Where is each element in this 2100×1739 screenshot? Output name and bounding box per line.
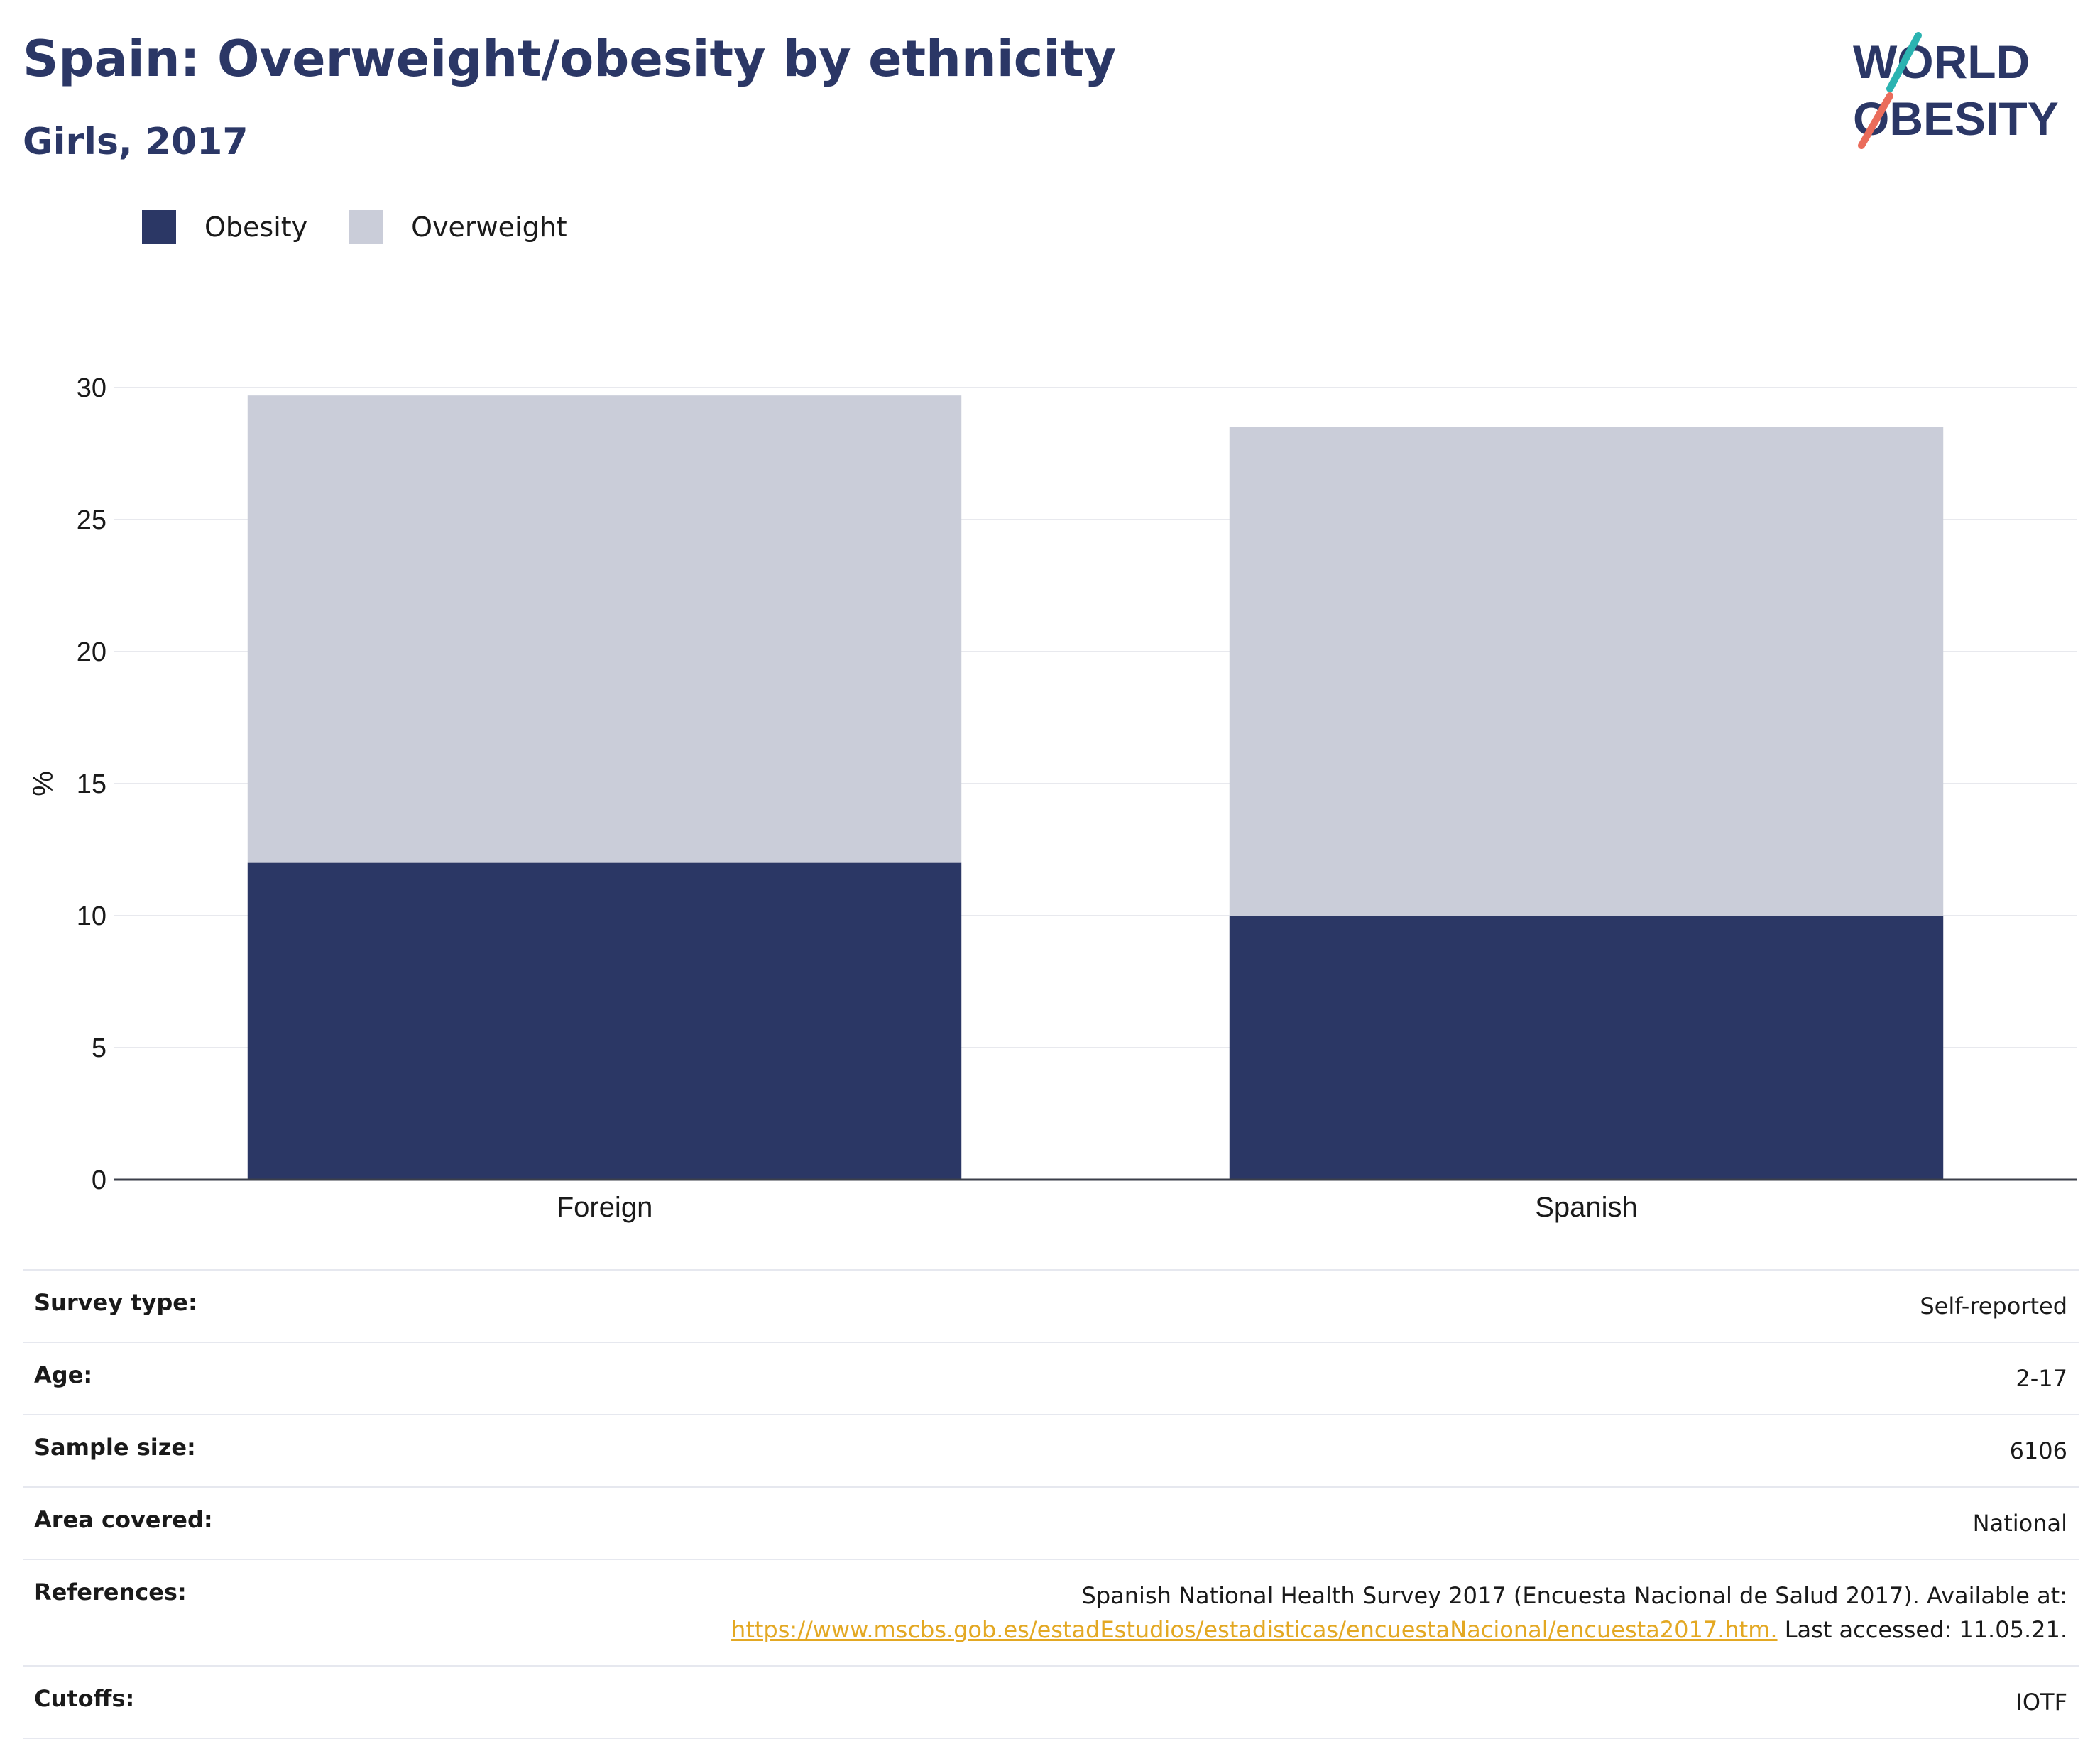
x-tick-label: Spanish [1535, 1192, 1638, 1223]
world-obesity-logo: WORLD OBESITY [1853, 32, 2059, 149]
info-label: Cutoffs: [34, 1685, 135, 1712]
chart-legend: Obesity Overweight [142, 210, 608, 244]
info-row-sample-size: Sample size: 6106 [23, 1415, 2079, 1488]
info-row-cutoffs: Cutoffs: IOTF [23, 1667, 2079, 1739]
legend-label-obesity: Obesity [204, 212, 308, 243]
info-label: Area covered: [34, 1506, 213, 1533]
y-tick-label: 5 [92, 1033, 106, 1063]
info-row-references: References: Spanish National Health Surv… [23, 1560, 2079, 1667]
reference-link[interactable]: https://www.mscbs.gob.es/estadEstudios/e… [731, 1616, 1778, 1643]
logo-line1: WORLD [1853, 35, 2030, 88]
reference-accessed: Last accessed: 11.05.21. [1777, 1616, 2067, 1643]
bar-chart: 0 5 10 15 20 25 30% Foreign Spanish [28, 373, 2077, 1223]
reference-text: Spanish National Health Survey 2017 (Enc… [1081, 1582, 2067, 1609]
info-label: Sample size: [34, 1434, 196, 1461]
y-tick-label: 10 [77, 901, 106, 931]
legend-label-overweight: Overweight [411, 212, 567, 243]
logo-slash-coral [1858, 92, 1893, 149]
info-row-area-covered: Area covered: National [23, 1488, 2079, 1560]
info-row-survey-type: Survey type: Self-reported [23, 1271, 2079, 1343]
info-label: References: [34, 1579, 187, 1606]
logo-slash-teal [1886, 32, 1922, 92]
y-tick-label: 20 [77, 637, 106, 667]
bar-overweight-spanish [1229, 427, 1944, 916]
y-tick-label: 30 [77, 373, 106, 403]
y-tick-label: 25 [77, 505, 106, 535]
chart-title: Spain: Overweight/obesity by ethnicity [23, 30, 1117, 88]
x-tick-label: Foreign [557, 1192, 653, 1223]
bar-overweight-foreign [247, 395, 962, 863]
chart-subtitle: Girls, 2017 [23, 121, 248, 163]
bar-obesity-foreign [247, 862, 962, 1180]
legend-swatch-obesity [142, 210, 176, 244]
bar-obesity-spanish [1229, 916, 1944, 1180]
y-axis-label: % [28, 771, 59, 796]
legend-item-overweight: Overweight [349, 210, 567, 244]
info-value: National [1972, 1510, 2067, 1537]
info-value: Spanish National Health Survey 2017 (Enc… [731, 1579, 2067, 1647]
info-value: Self-reported [1920, 1293, 2067, 1320]
legend-item-obesity: Obesity [142, 210, 307, 244]
info-value: IOTF [2016, 1689, 2067, 1716]
y-tick-label: 15 [77, 769, 106, 799]
info-value: 2-17 [2016, 1365, 2067, 1392]
y-tick-label: 0 [92, 1165, 106, 1195]
legend-swatch-overweight [349, 210, 383, 244]
survey-info-table: Survey type: Self-reported Age: 2-17 Sam… [23, 1269, 2079, 1739]
info-value: 6106 [2009, 1437, 2067, 1464]
info-label: Age: [34, 1361, 93, 1388]
info-label: Survey type: [34, 1289, 197, 1316]
info-row-age: Age: 2-17 [23, 1343, 2079, 1415]
